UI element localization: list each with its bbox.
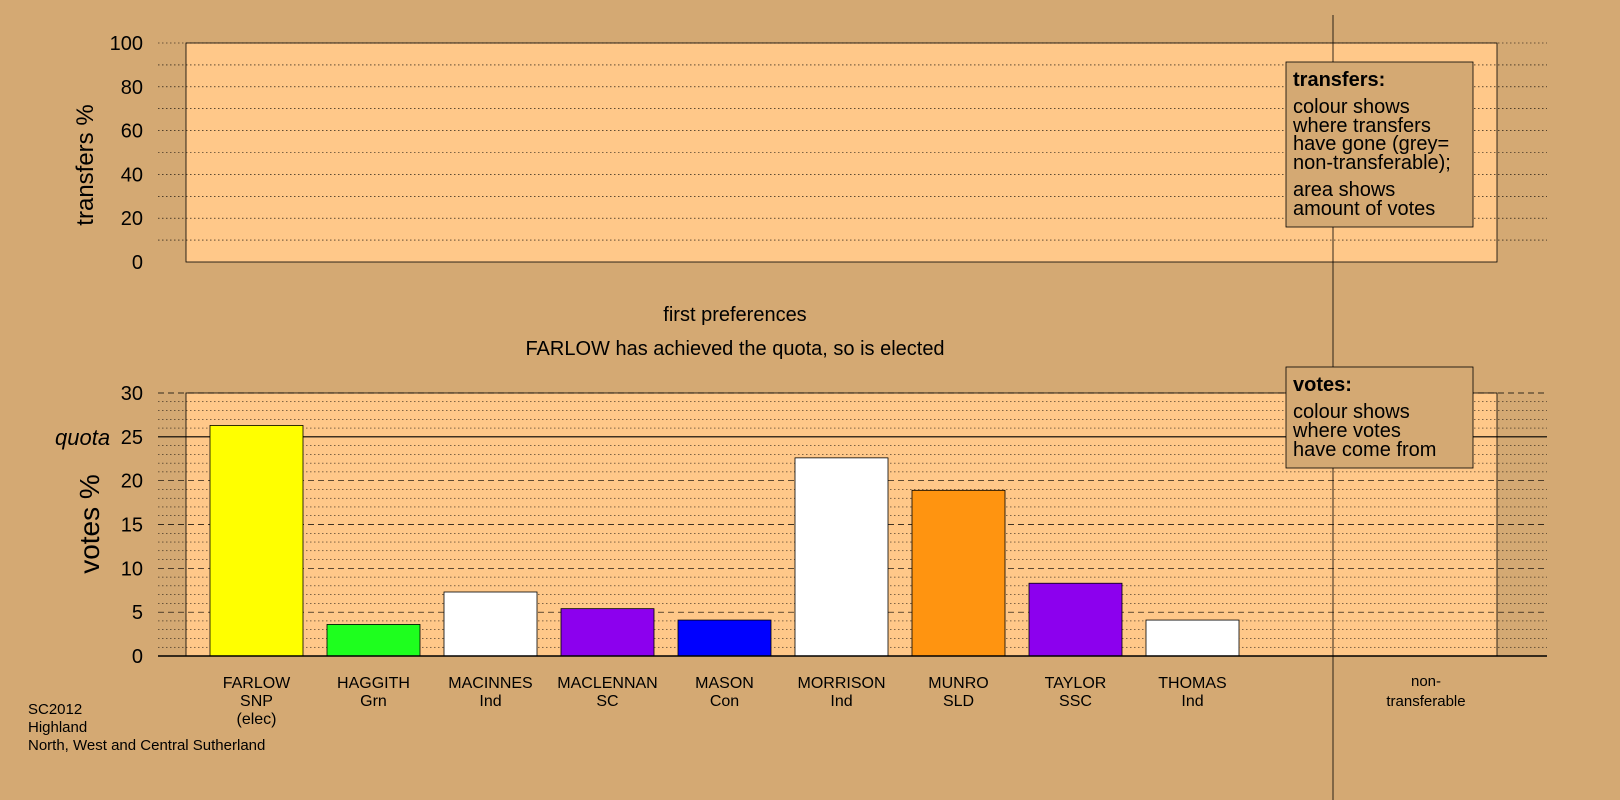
candidate-name: MORRISON: [798, 675, 886, 692]
candidate-labels: FARLOWSNP(elec)HAGGITHGrnMACINNESIndMACL…: [223, 675, 1227, 728]
footer-ward: North, West and Central Sutherland: [28, 737, 265, 754]
votes-panel: 0 5 10 15 20 25 30 quota votes % FARLOWSNP(ele…: [55, 383, 1547, 728]
candidate-party: Grn: [360, 693, 387, 710]
candidate-party: Con: [710, 693, 739, 710]
transfers-legend-line: amount of votes: [1293, 198, 1435, 220]
transfers-legend-line: non-transferable);: [1293, 152, 1451, 174]
transfers-y-axis-label: transfers %: [72, 104, 99, 225]
vote-bar-haggith: [326, 624, 421, 657]
candidate-party: SC: [596, 693, 618, 710]
vote-bar-macinnes: [443, 591, 538, 657]
votes-y-tick-label: 20: [121, 471, 143, 493]
transfers-y-tick-label: 80: [121, 77, 143, 99]
transfers-y-tick-label: 40: [121, 164, 143, 186]
vote-bar-maclennan: [560, 608, 655, 657]
candidate-name: MACLENNAN: [557, 675, 657, 692]
candidate-party: SNP: [240, 693, 273, 710]
candidate-party: Ind: [830, 693, 852, 710]
vote-bar-farlow: [209, 425, 304, 657]
transfers-legend-line: where transfers: [1292, 115, 1431, 137]
transfers-y-tick-label: 60: [121, 121, 143, 143]
nontransferable-label-line2: transferable: [1386, 693, 1465, 710]
candidate-name: MASON: [695, 675, 754, 692]
transfers-y-tick-label: 20: [121, 208, 143, 230]
vote-bars: [209, 425, 1240, 657]
votes-legend-box: [1285, 366, 1474, 469]
transfers-legend: transfers: colour shows where transfers …: [1285, 61, 1474, 228]
quota-label: quota: [55, 425, 110, 450]
transfers-y-tick-label: 0: [132, 252, 143, 274]
footer-election: SC2012: [28, 701, 82, 718]
transfers-legend-line: colour shows: [1293, 96, 1410, 118]
vote-bar-morrison: [794, 457, 889, 657]
transfers-legend-line: have gone (grey=: [1293, 133, 1449, 155]
votes-legend-line: colour shows: [1293, 401, 1410, 423]
nontransferable-label-line1: non-: [1411, 673, 1441, 690]
votes-legend-line: have come from: [1293, 439, 1436, 461]
transfers-legend-box: [1285, 61, 1474, 228]
candidate-name: TAYLOR: [1045, 675, 1107, 692]
candidate-name: MACINNES: [448, 675, 532, 692]
transfers-y-ticks: 0 20 40 60 80 100: [110, 33, 143, 274]
vote-bar-thomas: [1145, 619, 1240, 657]
vote-bar-mason: [677, 619, 772, 657]
candidate-name: THOMAS: [1158, 675, 1226, 692]
candidate-party: SSC: [1059, 693, 1092, 710]
vote-bar-taylor: [1028, 582, 1123, 657]
candidate-party: SLD: [943, 693, 974, 710]
votes-y-tick-label: 10: [121, 558, 143, 580]
vote-bar-munro: [911, 489, 1006, 657]
candidate-note: (elec): [236, 711, 276, 728]
votes-legend-line: where votes: [1292, 420, 1401, 442]
stage-title: first preferences: [663, 304, 806, 326]
votes-y-tick-label: 30: [121, 383, 143, 405]
candidate-name: HAGGITH: [337, 675, 410, 692]
transfers-legend-line: area shows: [1293, 179, 1395, 201]
footer-council: Highland: [28, 719, 87, 736]
votes-y-tick-label: 25: [121, 427, 143, 449]
candidate-name: FARLOW: [223, 675, 291, 692]
votes-y-axis-label: votes %: [74, 474, 105, 574]
candidate-party: Ind: [1181, 693, 1203, 710]
votes-y-tick-label: 15: [121, 515, 143, 537]
transfers-y-tick-label: 100: [110, 33, 143, 55]
footer: SC2012 Highland North, West and Central …: [28, 701, 265, 754]
status-text: FARLOW has achieved the quota, so is ele…: [525, 338, 944, 360]
transfers-legend-title: transfers:: [1293, 69, 1385, 91]
votes-legend-title: votes:: [1293, 374, 1352, 396]
votes-y-ticks: 0 5 10 15 20 25 30: [121, 383, 143, 668]
votes-y-tick-label: 0: [132, 646, 143, 668]
candidate-name: MUNRO: [928, 675, 988, 692]
votes-y-tick-label: 5: [132, 602, 143, 624]
votes-legend: votes: colour shows where votes have com…: [1285, 366, 1474, 469]
candidate-party: Ind: [479, 693, 501, 710]
